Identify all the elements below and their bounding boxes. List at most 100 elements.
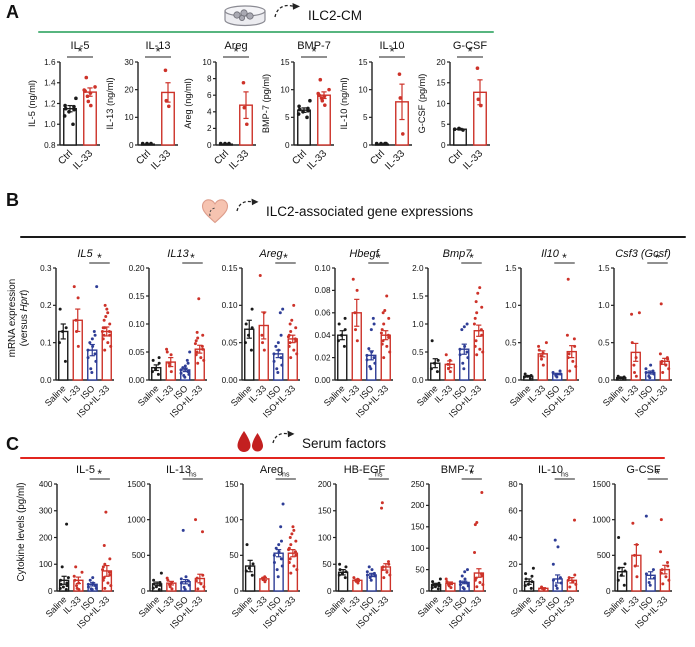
svg-text:15: 15 [280,58,290,67]
svg-text:G-CSF (pg/ml): G-CSF (pg/ml) [417,74,427,134]
svg-text:0.15: 0.15 [129,292,145,301]
svg-text:200: 200 [411,501,425,510]
svg-text:HB-EGF: HB-EGF [344,464,386,476]
svg-text:Areg: Areg [258,248,283,260]
svg-text:ns: ns [189,472,197,479]
heart-icon [201,199,229,224]
chart-il-5: IL-50100200300400*SalineIL-33ISOISO+IL-3… [39,464,114,631]
svg-text:50: 50 [415,565,425,574]
svg-text:1.0: 1.0 [412,320,424,329]
svg-text:100: 100 [39,560,53,569]
svg-text:IL-33: IL-33 [305,148,329,172]
svg-text:100: 100 [225,515,239,524]
svg-text:IL-5: IL-5 [71,40,90,52]
svg-text:0.0: 0.0 [40,376,52,385]
culture-dish-icon [224,5,266,27]
charts-row-B: IL5 0.0 0.1 0.2 0.3 * Saline IL-33 ISO ISO+IL-33 I… [26,246,677,430]
svg-text:1.6: 1.6 [44,58,56,67]
panel-b-title: ILC2-associated gene expressions [266,203,474,219]
svg-text:0.5: 0.5 [505,338,517,347]
svg-text:*: * [562,251,567,265]
panel-c-title: Serum factors [302,435,387,451]
svg-text:5: 5 [441,120,446,129]
svg-text:100: 100 [411,544,425,553]
chart-hb-egf: HB-EGF050100150200nsSalineIL-33ISOISO+IL… [318,464,393,631]
svg-text:0: 0 [363,141,368,150]
svg-text:0.5: 0.5 [412,348,424,357]
svg-text:0.20: 0.20 [129,264,145,273]
svg-text:*: * [467,44,472,59]
svg-text:0.10: 0.10 [129,320,145,329]
dashed-arrow-icon [272,430,295,444]
svg-text:BMP-7: BMP-7 [297,40,331,52]
svg-text:200: 200 [318,480,332,489]
svg-text:IL-10: IL-10 [379,40,404,52]
panel-a-letter: A [6,2,19,22]
svg-text:150: 150 [318,507,332,516]
chart-il-13: IL-13050010001500nsSalineIL-33ISOISO+IL-… [127,464,207,631]
svg-text:*: * [97,467,102,481]
svg-text:0.00: 0.00 [222,376,238,385]
svg-text:150: 150 [225,480,239,489]
svg-text:2: 2 [207,124,212,133]
svg-text:Areg: Areg [224,40,247,52]
svg-text:1.5: 1.5 [412,292,424,301]
chart-csf3-gcsf-: Csf3 (Gcsf)0.00.51.01.5*SalineIL-33ISOIS… [598,248,672,420]
panel-b-rule [20,236,686,238]
chart-hbegf: Hbegf0.000.020.040.060.080.10*SalineIL-3… [315,248,393,420]
svg-text:IL-10: IL-10 [538,464,563,476]
svg-text:1.5: 1.5 [505,264,517,273]
svg-text:*: * [283,251,288,265]
panel-c-letter: C [6,434,19,454]
svg-text:0.0: 0.0 [505,376,517,385]
svg-text:80: 80 [508,480,518,489]
svg-text:Csf3 (Gcsf): Csf3 (Gcsf) [615,248,671,260]
svg-text:0.06: 0.06 [315,309,331,318]
svg-text:Bmp7: Bmp7 [443,248,473,260]
panel-b-header: ILC2-associated gene expressions [200,197,473,225]
svg-text:4: 4 [207,108,212,117]
svg-text:Il10: Il10 [541,248,560,260]
svg-text:0.10: 0.10 [222,301,238,310]
svg-text:IL-13 (ng/ml): IL-13 (ng/ml) [105,77,115,129]
svg-text:20: 20 [124,85,134,94]
svg-text:0.00: 0.00 [315,376,331,385]
svg-text:0: 0 [327,587,332,596]
svg-text:Areg (ng/ml): Areg (ng/ml) [183,78,193,129]
svg-text:0.0: 0.0 [598,376,610,385]
svg-text:BMP-7 (pg/ml): BMP-7 (pg/ml) [261,74,271,133]
svg-text:IL-13: IL-13 [166,464,191,476]
svg-text:*: * [469,251,474,265]
chart-g-csf: G-CSF050010001500*SalineIL-33ISOISO+IL-3… [592,464,672,631]
svg-text:10: 10 [358,85,368,94]
svg-text:ns: ns [561,472,569,479]
svg-text:10: 10 [280,85,290,94]
svg-text:0.3: 0.3 [40,264,52,273]
svg-text:200: 200 [39,533,53,542]
svg-text:0.1: 0.1 [40,338,52,347]
svg-text:IL-13: IL-13 [145,40,170,52]
svg-text:IL13: IL13 [167,248,189,260]
svg-text:0.08: 0.08 [315,286,331,295]
svg-text:30: 30 [124,58,134,67]
svg-text:0.0: 0.0 [412,376,424,385]
svg-text:0: 0 [129,141,134,150]
chart-bmp7: Bmp70.00.51.01.52.0*SalineIL-33ISOISO+IL… [412,248,486,420]
svg-text:1500: 1500 [127,480,146,489]
svg-text:*: * [311,44,316,59]
svg-text:*: * [389,44,394,59]
svg-text:400: 400 [39,480,53,489]
svg-text:0.15: 0.15 [222,264,238,273]
svg-text:8: 8 [207,74,212,83]
svg-text:50: 50 [322,560,332,569]
svg-text:6: 6 [207,91,212,100]
chart-il-5: IL-5IL-5 (ng/ml)0.81.01.21.41.6*CtrlIL-3… [27,40,100,172]
svg-text:2.0: 2.0 [412,264,424,273]
svg-text:IL-10 (ng/ml): IL-10 (ng/ml) [339,77,349,129]
svg-text:0.00: 0.00 [129,376,145,385]
svg-text:500: 500 [597,551,611,560]
